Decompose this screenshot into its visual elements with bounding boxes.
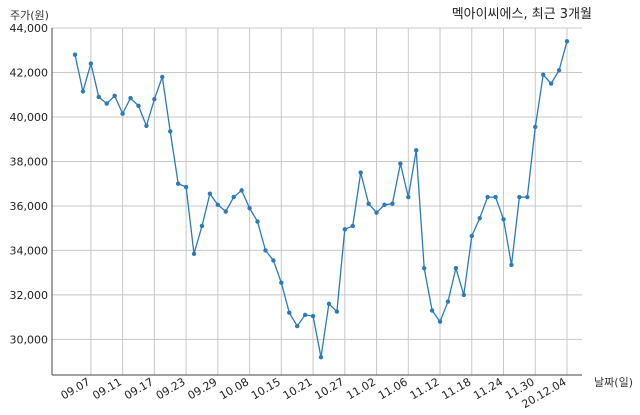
data-point [239,188,244,193]
y-tick-label: 38,000 [10,155,49,168]
grid-lines [52,27,582,375]
data-point [556,68,562,73]
data-point [271,258,276,263]
x-tick-label: 11.06 [376,375,410,402]
data-point [461,292,467,298]
data-point [255,219,260,224]
data-point [104,101,109,106]
chart-title: 멕아이씨에스, 최근 3개월 [452,7,592,22]
y-tick-label: 30,000 [10,333,49,346]
y-tick-label: 44,000 [10,22,49,35]
x-tick-label: 09.23 [154,375,188,402]
data-point [421,266,427,271]
x-tick-label: 09.11 [90,375,124,402]
data-point [175,181,181,186]
data-point [160,74,165,80]
data-point [469,233,474,239]
data-point [398,161,403,166]
data-point [223,209,228,214]
data-point [183,184,189,190]
data-point [144,123,149,129]
data-point [318,355,324,360]
data-point [485,194,490,200]
data-point [287,310,292,315]
data-point [96,94,102,100]
y-tick-label: 34,000 [10,244,49,257]
y-tick-labels: 30,000 32,000 34,000 36,000 38,000 40,000 42,0… [10,22,49,346]
y-tick-label: 40,000 [10,111,49,124]
data-point [414,148,419,153]
data-point [80,89,86,94]
data-point [326,301,332,307]
data-point [88,61,94,66]
data-point [334,309,340,314]
data-point [477,215,482,221]
x-tick-label: 11.12 [408,375,442,402]
x-tick-label: 11.18 [439,375,473,402]
data-point [533,124,538,130]
data-point [358,170,363,175]
data-point [207,191,213,196]
data-point [382,202,387,208]
x-tick-label: 09.07 [59,375,93,402]
x-tick-label: 10.27 [313,375,347,402]
data-point [152,96,157,102]
data-point [564,39,570,44]
x-tick-label: 09.29 [186,375,220,402]
x-tick-label: 10.21 [281,375,315,402]
x-tick-label: 09.17 [122,375,156,402]
data-point [429,308,435,313]
data-point [453,266,459,271]
data-point [263,248,268,253]
data-point [350,223,355,229]
data-point [493,194,498,200]
data-point [342,227,348,232]
data-point [191,251,197,256]
x-tick-label: 11.24 [471,375,505,402]
y-tick-label: 36,000 [10,200,49,213]
data-point [294,323,300,329]
x-tick-labels: 09.0709.1109.1709.2309.2910.0810.1510.21… [59,375,569,411]
data-point [548,81,554,86]
y-tick-label: 42,000 [10,66,49,79]
y-axis-title: 주가(원) [10,9,49,22]
price-series [72,39,570,360]
data-point [247,205,252,211]
data-point [517,194,522,200]
data-point [215,202,221,208]
data-point [128,95,133,101]
data-point [390,201,395,206]
data-point [231,194,236,200]
x-axis-title: 날짜(일) [594,375,633,389]
data-point [199,223,205,229]
data-point [279,280,284,285]
series-line [74,41,568,358]
data-point [72,52,78,57]
data-point [374,210,379,215]
data-point [120,111,125,116]
data-point [445,299,451,304]
data-point [168,129,173,134]
y-tick-label: 32,000 [10,289,49,302]
data-point [112,93,117,99]
data-point [406,194,411,200]
data-point [310,313,316,319]
data-point [437,319,443,324]
x-tick-label: 11.02 [344,375,378,402]
data-point [366,201,371,206]
data-point [509,262,514,268]
axes [51,28,582,376]
x-tick-label: 10.08 [217,375,251,402]
data-point [540,72,546,77]
x-tick-label: 10.15 [249,375,283,402]
data-point [302,312,308,318]
data-point [525,194,530,200]
data-point [501,217,506,222]
data-point [136,103,141,109]
